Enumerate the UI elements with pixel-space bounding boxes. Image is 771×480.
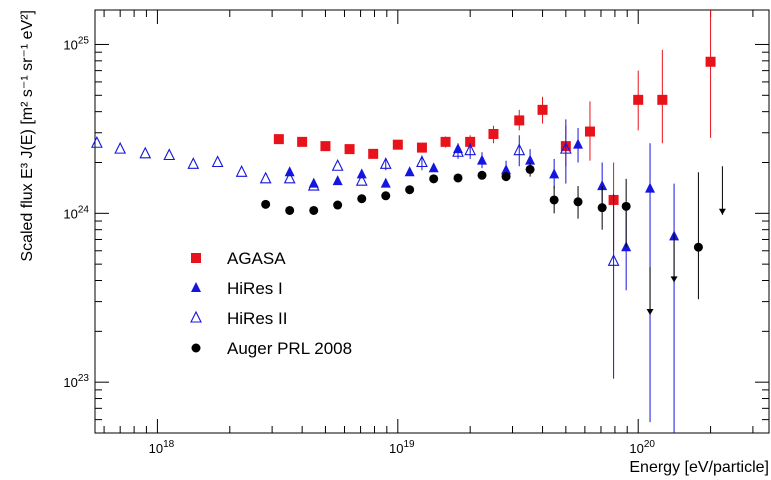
data-point — [297, 137, 307, 147]
data-point — [706, 57, 716, 67]
legend-label-agasa: AGASA — [227, 249, 286, 268]
legend-marker-agasa — [191, 253, 201, 263]
legend-label-auger-prl-2008: Auger PRL 2008 — [227, 339, 352, 358]
data-point — [320, 141, 330, 151]
legend-label-hires-ii: HiRes II — [227, 309, 287, 328]
data-point — [574, 197, 583, 206]
data-point — [345, 144, 355, 154]
data-point — [381, 191, 390, 200]
legend-label-hires-i: HiRes I — [227, 279, 283, 298]
data-point — [441, 137, 451, 147]
data-point — [261, 200, 270, 209]
data-point — [357, 194, 366, 203]
data-point — [333, 201, 342, 210]
data-point — [550, 195, 559, 204]
data-point — [285, 206, 294, 215]
data-point — [405, 185, 414, 194]
data-point — [514, 115, 524, 125]
data-point — [526, 165, 535, 174]
data-point — [633, 95, 643, 105]
y-axis-label: Scaled flux E³ J(E) [m² s⁻¹ sr⁻¹ eV²] — [19, 10, 36, 262]
data-point — [417, 143, 427, 153]
legend-marker-auger-prl-2008 — [192, 344, 201, 353]
data-point — [585, 127, 595, 137]
data-point — [368, 149, 378, 159]
data-point — [622, 202, 631, 211]
data-point — [598, 203, 607, 212]
data-point — [454, 173, 463, 182]
data-point — [488, 129, 498, 139]
data-point — [694, 243, 703, 252]
data-point — [429, 174, 438, 183]
data-point — [657, 95, 667, 105]
data-point — [309, 206, 318, 215]
data-point — [538, 105, 548, 115]
x-axis-label: Energy [eV/particle] — [629, 459, 769, 476]
data-point — [502, 172, 511, 181]
data-point — [478, 171, 487, 180]
data-point — [393, 140, 403, 150]
data-point — [274, 134, 284, 144]
